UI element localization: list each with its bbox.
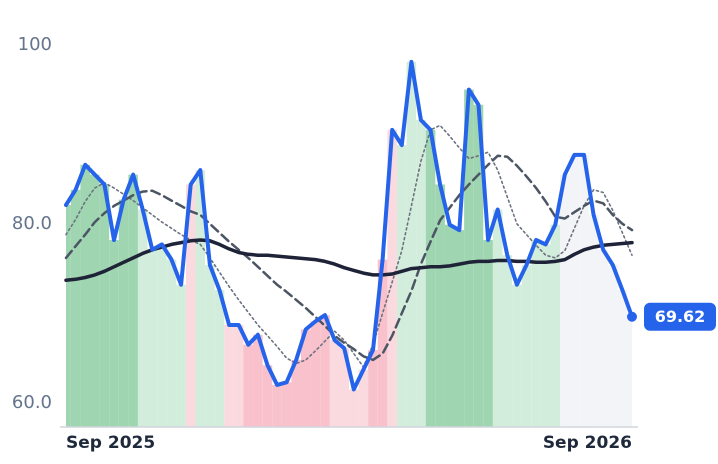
regime-band bbox=[425, 129, 436, 427]
regime-band bbox=[224, 324, 234, 427]
regime-band bbox=[588, 214, 599, 427]
regime-band bbox=[272, 384, 282, 427]
regime-band bbox=[349, 389, 359, 427]
regime-band bbox=[109, 239, 119, 427]
regime-band bbox=[128, 174, 138, 427]
last-value-badge bbox=[644, 302, 716, 331]
regime-band bbox=[281, 382, 292, 427]
regime-band bbox=[531, 239, 541, 427]
regime-band bbox=[137, 209, 148, 427]
regime-band bbox=[598, 249, 609, 427]
last-value-label: 69.62 bbox=[655, 307, 706, 326]
regime-band bbox=[406, 61, 417, 427]
regime-band bbox=[550, 224, 561, 427]
regime-band bbox=[464, 89, 474, 427]
regime-band bbox=[99, 184, 110, 427]
regime-band bbox=[608, 265, 618, 427]
regime-band bbox=[185, 184, 196, 427]
regime-band bbox=[512, 284, 522, 427]
regime-band bbox=[233, 324, 244, 427]
regime-band bbox=[627, 316, 632, 427]
regime-band bbox=[435, 184, 445, 427]
regime-band bbox=[339, 348, 349, 427]
regime-band bbox=[205, 265, 215, 427]
series-line bbox=[64, 59, 634, 392]
regime-band bbox=[502, 255, 513, 427]
regime-band bbox=[157, 244, 167, 427]
regime-band bbox=[262, 365, 273, 427]
regime-band bbox=[521, 265, 532, 427]
x-tick-label: Sep 2025 bbox=[66, 433, 155, 453]
regime-band bbox=[368, 350, 378, 427]
regime-band bbox=[454, 230, 465, 427]
regime-band bbox=[253, 334, 263, 427]
regime-band bbox=[473, 104, 484, 427]
regime-band bbox=[387, 129, 397, 427]
y-tick-label: 100 bbox=[18, 34, 52, 55]
regime-band bbox=[320, 315, 330, 427]
regime-band bbox=[483, 239, 493, 427]
x-tick-label: Sep 2026 bbox=[543, 433, 632, 453]
regime-band bbox=[579, 154, 589, 427]
regime-bands bbox=[66, 61, 632, 428]
lines bbox=[64, 59, 637, 392]
regime-band bbox=[291, 359, 302, 427]
regime-band bbox=[195, 170, 206, 428]
regime-band bbox=[310, 321, 321, 427]
regime-band bbox=[214, 290, 225, 427]
regime-band bbox=[70, 189, 81, 427]
regime-band bbox=[176, 284, 186, 427]
regime-band bbox=[166, 259, 177, 427]
regime-band bbox=[416, 120, 426, 428]
regime-band bbox=[560, 174, 570, 427]
regime-band bbox=[118, 199, 129, 427]
labels: 60.0 80.0 100 Sep 2025 Sep 2026 69.62 bbox=[12, 34, 716, 453]
regime-band bbox=[569, 154, 580, 427]
last-point bbox=[627, 311, 637, 322]
regime-band bbox=[301, 329, 311, 427]
regime-band bbox=[396, 145, 407, 428]
regime-band bbox=[540, 244, 551, 427]
regime-band bbox=[444, 224, 455, 427]
regime-band bbox=[492, 209, 503, 427]
regime-band bbox=[377, 259, 388, 427]
regime-band bbox=[89, 174, 100, 427]
regime-band bbox=[329, 340, 340, 427]
regime-band bbox=[80, 164, 90, 428]
regime-band bbox=[66, 205, 71, 427]
regime-band bbox=[358, 369, 369, 427]
y-tick-label: 80.0 bbox=[12, 213, 52, 234]
series-line bbox=[64, 154, 634, 362]
regime-band bbox=[617, 290, 628, 427]
y-tick-label: 60.0 bbox=[12, 392, 52, 413]
regime-band bbox=[147, 249, 158, 427]
regime-band bbox=[243, 344, 254, 427]
